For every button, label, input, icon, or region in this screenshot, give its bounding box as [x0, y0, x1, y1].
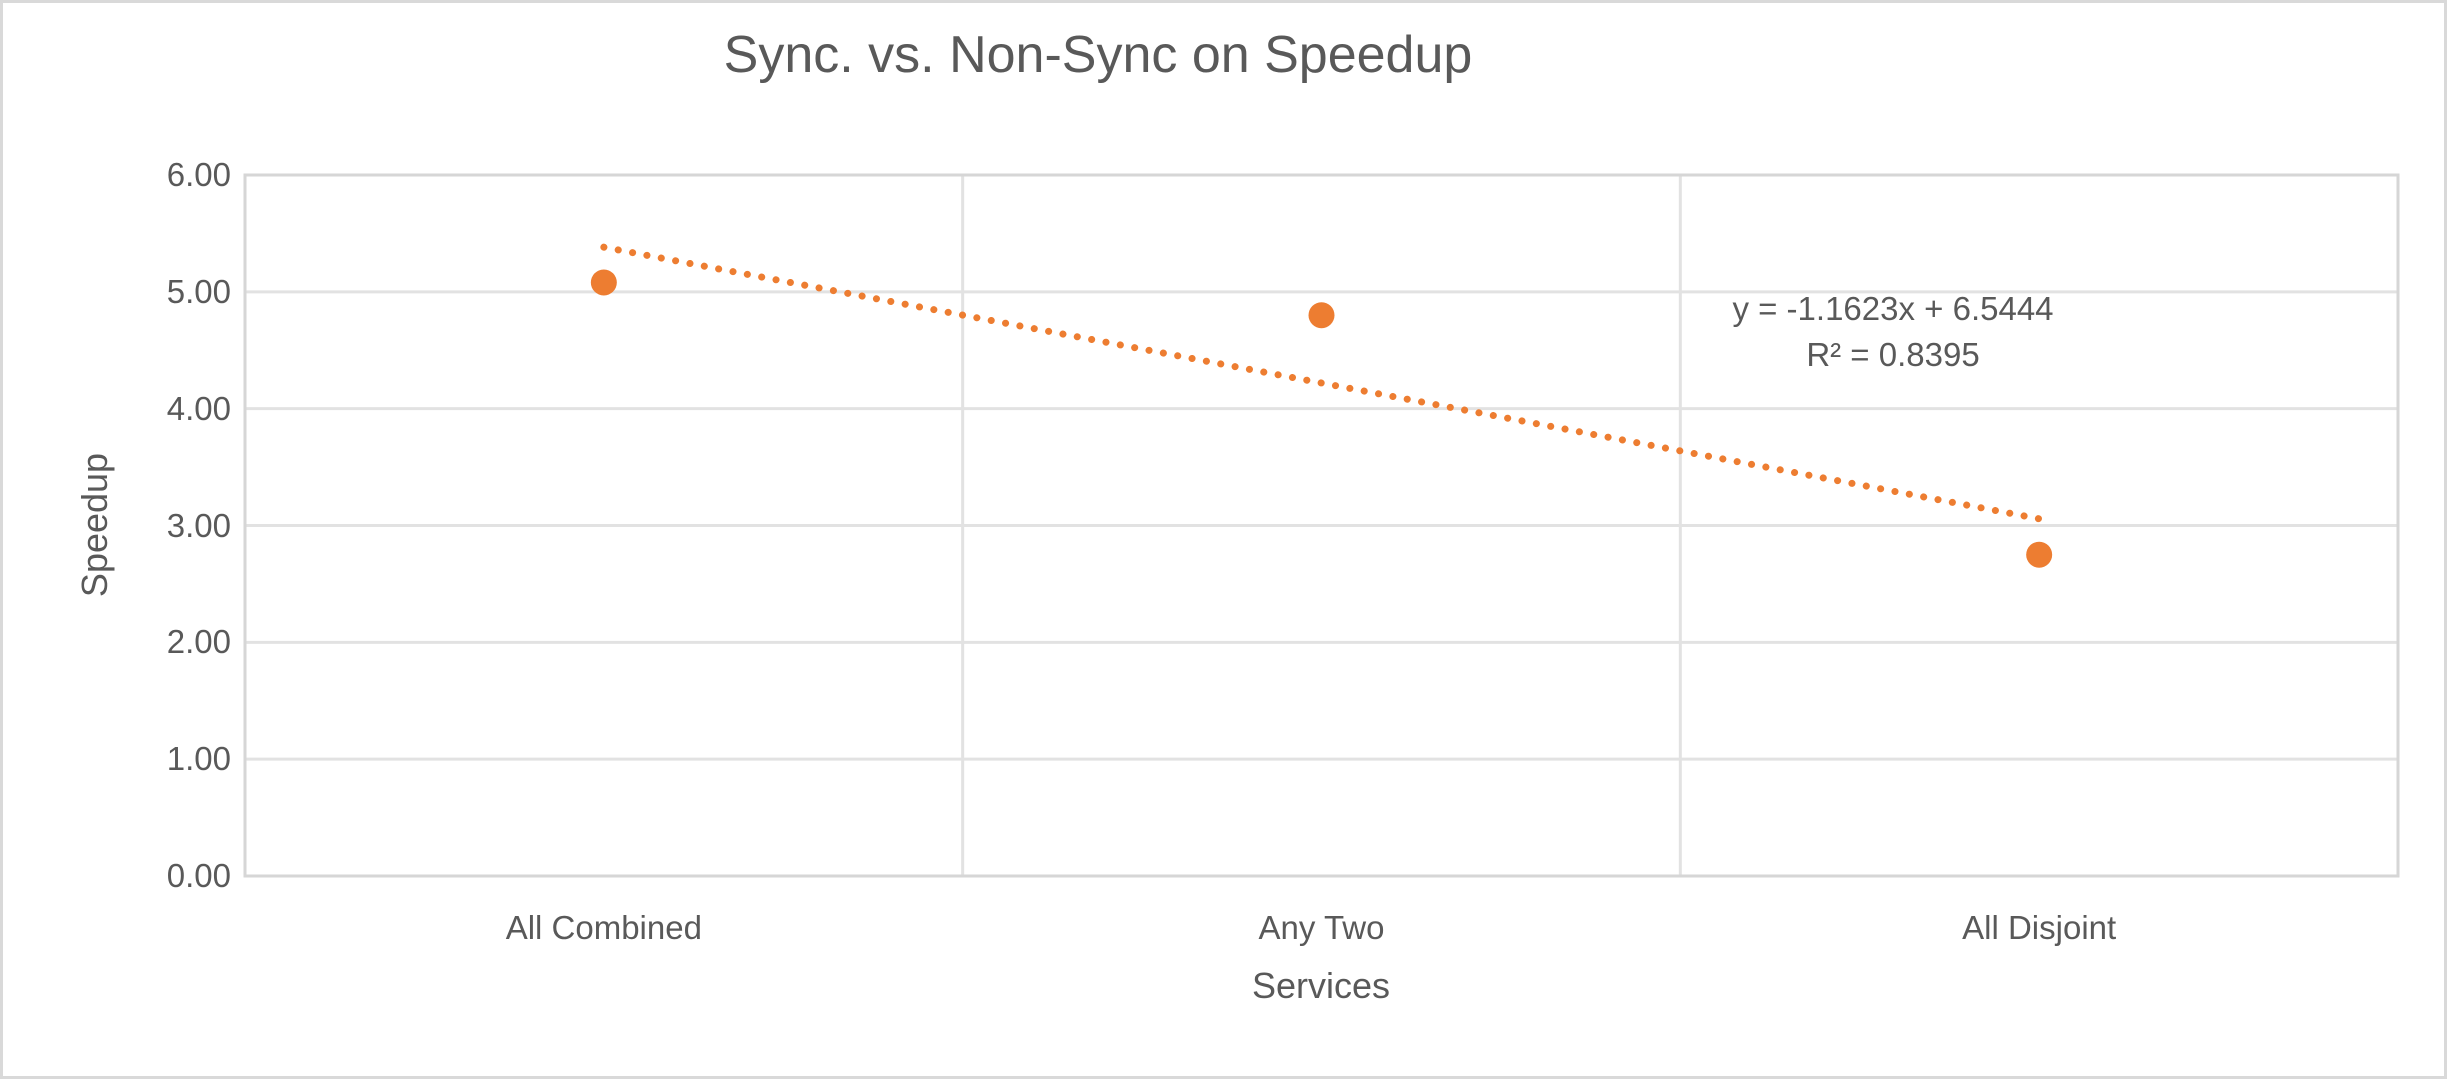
- data-point-marker: [1308, 302, 1335, 329]
- x-axis-category-label: Any Two: [1258, 909, 1385, 946]
- chart-title: Sync. vs. Non-Sync on Speedup: [723, 26, 1473, 84]
- chart-svg: [243, 173, 2400, 878]
- y-axis-tick-label: 6.00: [166, 156, 231, 193]
- data-point-marker: [2026, 541, 2053, 568]
- trendline-dotted: [600, 243, 2043, 523]
- x-axis-title: Services: [1251, 965, 1391, 1006]
- y-axis-tick-label: 4.00: [166, 389, 231, 427]
- x-axis-category-label: All Disjoint: [1962, 909, 2117, 946]
- plot-border-group: [243, 173, 2400, 878]
- trendline-r-squared: R² = 0.8395: [1806, 336, 1980, 373]
- y-axis-tick-label: 2.00: [166, 623, 231, 661]
- trendline-equation: y = -1.1623x + 6.5444: [1732, 290, 2054, 327]
- data-point-marker: [590, 269, 617, 296]
- trendline-annotation: y = -1.1623x + 6.5444 R² = 0.8395: [1593, 286, 2193, 378]
- trendline-group: [600, 243, 2043, 523]
- y-axis-tick-label: 3.00: [166, 506, 231, 544]
- plot-area-border: [243, 173, 2400, 878]
- data-points-group: [590, 269, 2053, 568]
- y-axis-tick-label: 5.00: [166, 272, 231, 310]
- gridlines-group: [245, 173, 2398, 878]
- y-axis-tick-label: 0.00: [166, 857, 231, 894]
- x-axis-category-label: All Combined: [505, 909, 702, 946]
- y-axis-title: Speedup: [74, 452, 115, 598]
- y-axis-tick-label: 1.00: [166, 740, 231, 778]
